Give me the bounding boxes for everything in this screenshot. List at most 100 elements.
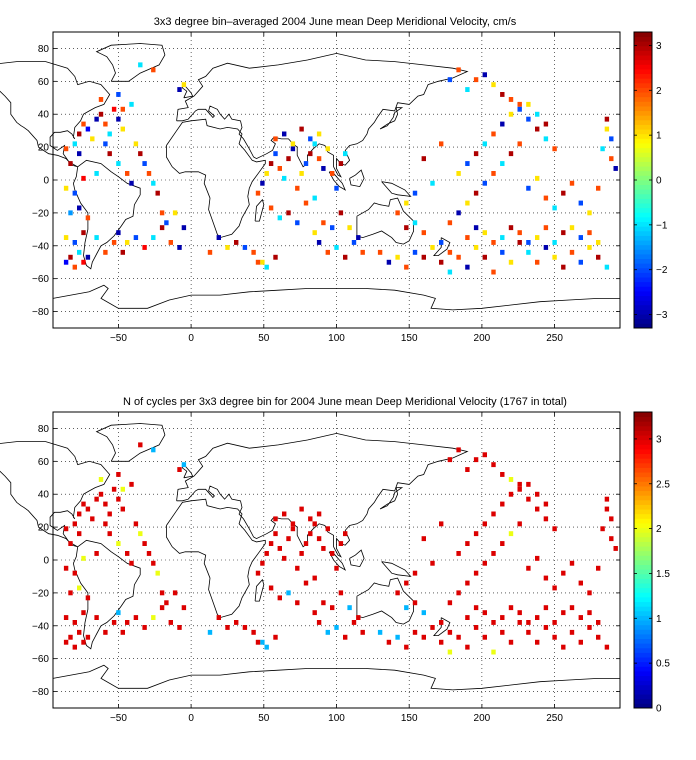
colorbar-segment	[634, 643, 652, 649]
bin-cell	[63, 526, 69, 532]
bin-cell	[421, 156, 426, 162]
bin-cell	[517, 240, 522, 245]
bin-cell	[600, 526, 605, 532]
colorbar-segment	[634, 467, 652, 473]
colorbar-segment	[634, 314, 652, 320]
bin-cell	[569, 560, 575, 566]
bin-cell	[264, 551, 269, 556]
bin-cell	[282, 511, 287, 517]
colorbar-segment	[634, 416, 652, 422]
coastline	[176, 52, 469, 178]
bin-cell	[338, 590, 344, 596]
bin-cell	[63, 615, 69, 620]
colorbar-segment	[634, 541, 652, 547]
bin-cell	[85, 595, 91, 601]
colorbar-segment	[634, 87, 652, 93]
bin-cell	[482, 254, 487, 260]
bin-cell	[395, 590, 400, 596]
bin-cell	[456, 551, 461, 556]
colorbar-segment	[634, 207, 652, 213]
bin-cell	[225, 245, 230, 250]
bin-cell	[543, 121, 549, 127]
bin-cell	[482, 230, 487, 236]
colorbar-segment	[634, 652, 652, 658]
colorbar-segment	[634, 64, 652, 70]
bin-cell	[334, 625, 339, 630]
bin-cell	[535, 506, 540, 512]
bin-cell	[312, 230, 317, 236]
y-tick-label: 40	[38, 110, 50, 121]
bin-cell	[129, 101, 134, 107]
bin-cell	[325, 146, 330, 152]
bin-cell	[321, 166, 326, 171]
colorbar-segment	[634, 629, 652, 635]
coastline	[72, 539, 141, 650]
bin-cell	[500, 249, 505, 255]
colorbar-segment	[634, 495, 652, 501]
bin-cell	[151, 180, 156, 186]
bin-cell	[273, 634, 278, 640]
bin-cell	[421, 610, 426, 616]
bin-cell	[465, 161, 470, 166]
bin-cell	[268, 205, 274, 211]
bin-cell	[508, 531, 514, 537]
colorbar-segment	[634, 129, 652, 135]
colorbar-segment	[634, 513, 652, 519]
bin-cell	[133, 235, 139, 240]
bin-cell	[596, 185, 601, 191]
bin-cell	[465, 615, 470, 620]
bin-cell	[609, 536, 614, 542]
colorbar-segment	[634, 286, 652, 292]
bin-cell	[356, 235, 361, 240]
colorbar-segment	[634, 249, 652, 255]
bin-cell	[255, 190, 261, 196]
bin-cell	[500, 501, 505, 507]
colorbar-segment	[634, 504, 652, 510]
colorbar-segment	[634, 564, 652, 570]
bin-cell	[151, 560, 156, 566]
bin-cell	[234, 620, 239, 625]
bin-cell	[98, 491, 104, 497]
bin-cell	[155, 190, 160, 196]
bin-cell	[404, 225, 409, 231]
bin-cell	[177, 467, 182, 472]
bin-cell	[508, 491, 514, 497]
bin-cell	[85, 506, 91, 512]
bin-cell	[120, 506, 125, 512]
bin-cell	[587, 625, 592, 630]
bin-cell	[386, 639, 392, 645]
bin-cell	[439, 259, 444, 265]
x-tick-label: 100	[328, 333, 345, 344]
colorbar-segment	[634, 161, 652, 167]
colorbar-segment	[634, 606, 652, 612]
bin-cell	[116, 116, 121, 122]
bin-cell	[111, 240, 117, 245]
colorbar-segment	[634, 96, 652, 102]
colorbar-segment	[634, 532, 652, 538]
bin-cell	[456, 67, 461, 73]
bin-cell	[439, 240, 444, 245]
x-tick-label: 0	[188, 333, 194, 344]
bin-cell	[81, 230, 86, 236]
bin-cell	[465, 541, 470, 546]
bin-cell	[465, 467, 470, 472]
bin-cell	[500, 92, 505, 97]
coastline	[95, 423, 166, 462]
bin-cell	[552, 146, 557, 152]
x-tick-label: 150	[401, 333, 418, 344]
colorbar-tick-label: −2	[656, 265, 668, 276]
bin-cell	[181, 462, 187, 468]
bin-cell	[465, 644, 470, 650]
colorbar-segment	[634, 634, 652, 640]
bin-cell	[343, 151, 348, 157]
bin-cell	[273, 516, 278, 522]
bin-cell	[421, 230, 426, 236]
bin-cell	[286, 156, 291, 162]
bin-cell	[447, 600, 453, 606]
bin-cell	[535, 175, 540, 181]
bin-cell	[125, 240, 130, 245]
bin-cell	[447, 457, 453, 463]
colorbar-tick-label: 2	[656, 86, 662, 97]
bin-cell	[98, 97, 104, 102]
